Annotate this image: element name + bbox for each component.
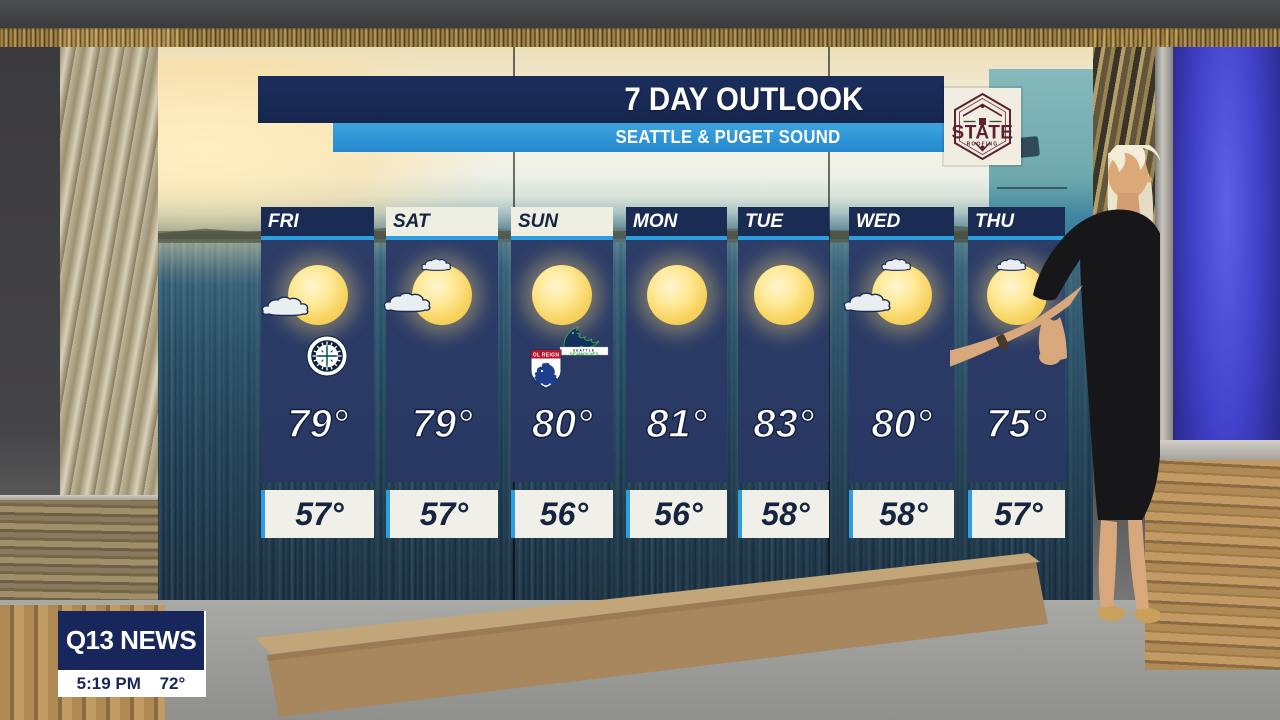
svg-text:ROOFING: ROOFING: [967, 142, 999, 148]
svg-text:SEAWOLVES: SEAWOLVES: [570, 351, 600, 356]
svg-text:OL REIGN: OL REIGN: [533, 353, 560, 359]
svg-text:STATE: STATE: [952, 123, 1014, 144]
